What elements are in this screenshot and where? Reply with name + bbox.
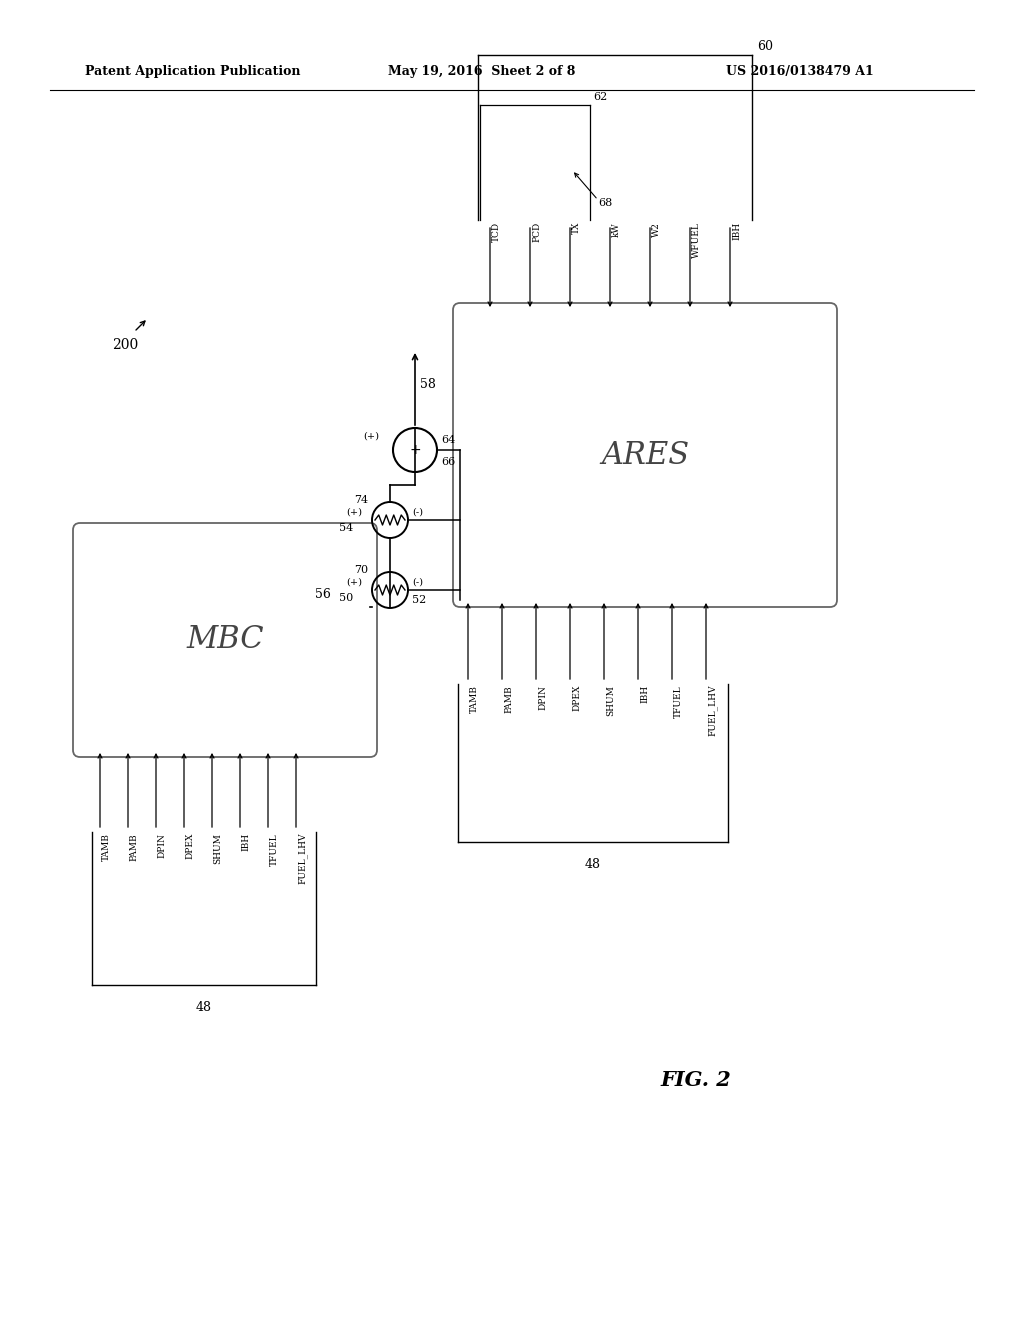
Text: IBH: IBH [732, 222, 741, 240]
Text: WFUEL: WFUEL [692, 222, 701, 257]
Text: 62: 62 [593, 92, 607, 102]
Text: 66: 66 [441, 457, 456, 467]
Text: +: + [410, 444, 421, 457]
Text: SHUM: SHUM [606, 685, 615, 715]
Text: FUEL_LHV: FUEL_LHV [708, 685, 718, 737]
Text: W2: W2 [652, 222, 662, 236]
Text: TAMB: TAMB [101, 833, 111, 861]
Text: 200: 200 [112, 338, 138, 352]
Text: TAMB: TAMB [470, 685, 479, 713]
Text: 48: 48 [585, 858, 601, 871]
FancyBboxPatch shape [453, 304, 837, 607]
Text: TFUEL: TFUEL [269, 833, 279, 866]
Text: FUEL_LHV: FUEL_LHV [298, 833, 307, 884]
Text: 54: 54 [339, 523, 353, 533]
Text: (+): (+) [346, 507, 362, 516]
Text: 50: 50 [339, 593, 353, 603]
Text: 70: 70 [354, 565, 368, 576]
Text: 60: 60 [757, 41, 773, 54]
Text: TCD: TCD [492, 222, 501, 242]
Text: DPEX: DPEX [185, 833, 195, 859]
Text: TX: TX [572, 222, 581, 235]
Text: 48: 48 [196, 1001, 212, 1014]
Text: (-): (-) [412, 578, 423, 586]
Text: IBH: IBH [640, 685, 649, 704]
Text: US 2016/0138479 A1: US 2016/0138479 A1 [726, 66, 873, 78]
Text: MBC: MBC [186, 624, 264, 656]
Text: (-): (-) [412, 507, 423, 516]
Text: ARES: ARES [601, 440, 689, 470]
Text: DPIN: DPIN [158, 833, 167, 858]
Text: 64: 64 [441, 436, 456, 445]
Text: 68: 68 [598, 198, 612, 209]
Text: (+): (+) [346, 578, 362, 586]
Text: SHUM: SHUM [213, 833, 222, 863]
Text: DPIN: DPIN [538, 685, 547, 710]
Text: Patent Application Publication: Patent Application Publication [85, 66, 300, 78]
Text: TFUEL: TFUEL [674, 685, 683, 718]
Text: kW: kW [612, 222, 621, 236]
Text: PAMB: PAMB [129, 833, 138, 861]
Text: IBH: IBH [242, 833, 251, 851]
Text: PCD: PCD [532, 222, 541, 243]
Text: FIG. 2: FIG. 2 [660, 1071, 731, 1090]
Text: 58: 58 [420, 378, 436, 391]
Text: DPEX: DPEX [572, 685, 581, 711]
Text: 52: 52 [412, 595, 426, 605]
FancyBboxPatch shape [73, 523, 377, 756]
Text: May 19, 2016  Sheet 2 of 8: May 19, 2016 Sheet 2 of 8 [388, 66, 575, 78]
Text: 74: 74 [354, 495, 368, 506]
Text: PAMB: PAMB [504, 685, 513, 713]
Text: 56: 56 [315, 589, 331, 602]
Text: (+): (+) [362, 432, 379, 441]
